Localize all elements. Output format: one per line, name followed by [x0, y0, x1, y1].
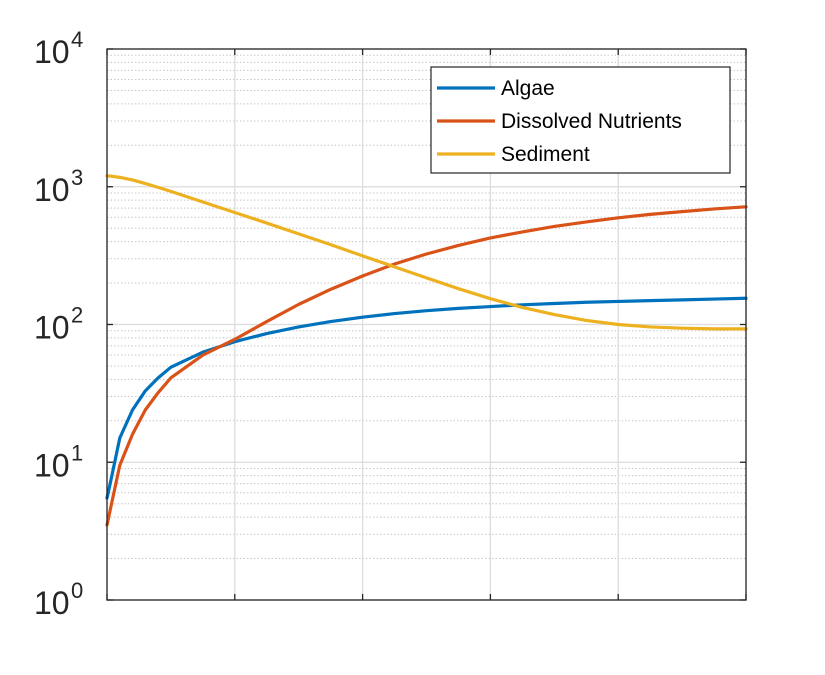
series-line-sediment — [105, 174, 748, 331]
series-line-algae — [105, 296, 748, 500]
series-line-dissolved-nutrients — [105, 205, 748, 527]
y-tick-label-base: 10 — [34, 310, 70, 346]
y-tick-label: 10 4 — [34, 27, 83, 70]
series-layer — [105, 174, 748, 527]
y-tick-label: 10 1 — [34, 440, 83, 483]
y-tick-label: 10 3 — [34, 165, 83, 208]
y-tick-label-exponent: 3 — [71, 165, 83, 190]
y-tick-label-base: 10 — [34, 447, 70, 483]
y-tick-label-exponent: 1 — [71, 440, 83, 465]
tick-marks — [106, 48, 747, 601]
legend-label-algae: Algae — [501, 77, 555, 100]
y-tick-label-base: 10 — [34, 585, 70, 621]
y-tick-label-base: 10 — [34, 34, 70, 70]
y-tick-label: 10 2 — [34, 303, 83, 346]
y-tick-label-base: 10 — [34, 172, 70, 208]
y-tick-label-exponent: 2 — [71, 303, 83, 328]
legend-label-dissolved-nutrients: Dissolved Nutrients — [501, 110, 682, 133]
y-tick-label-exponent: 4 — [71, 27, 83, 52]
legend-label-sediment: Sediment — [501, 143, 590, 166]
legend: Algae Dissolved Nutrients Sediment — [430, 66, 731, 174]
y-tick-label: 10 0 — [34, 578, 83, 621]
y-tick-label-exponent: 0 — [71, 578, 83, 603]
